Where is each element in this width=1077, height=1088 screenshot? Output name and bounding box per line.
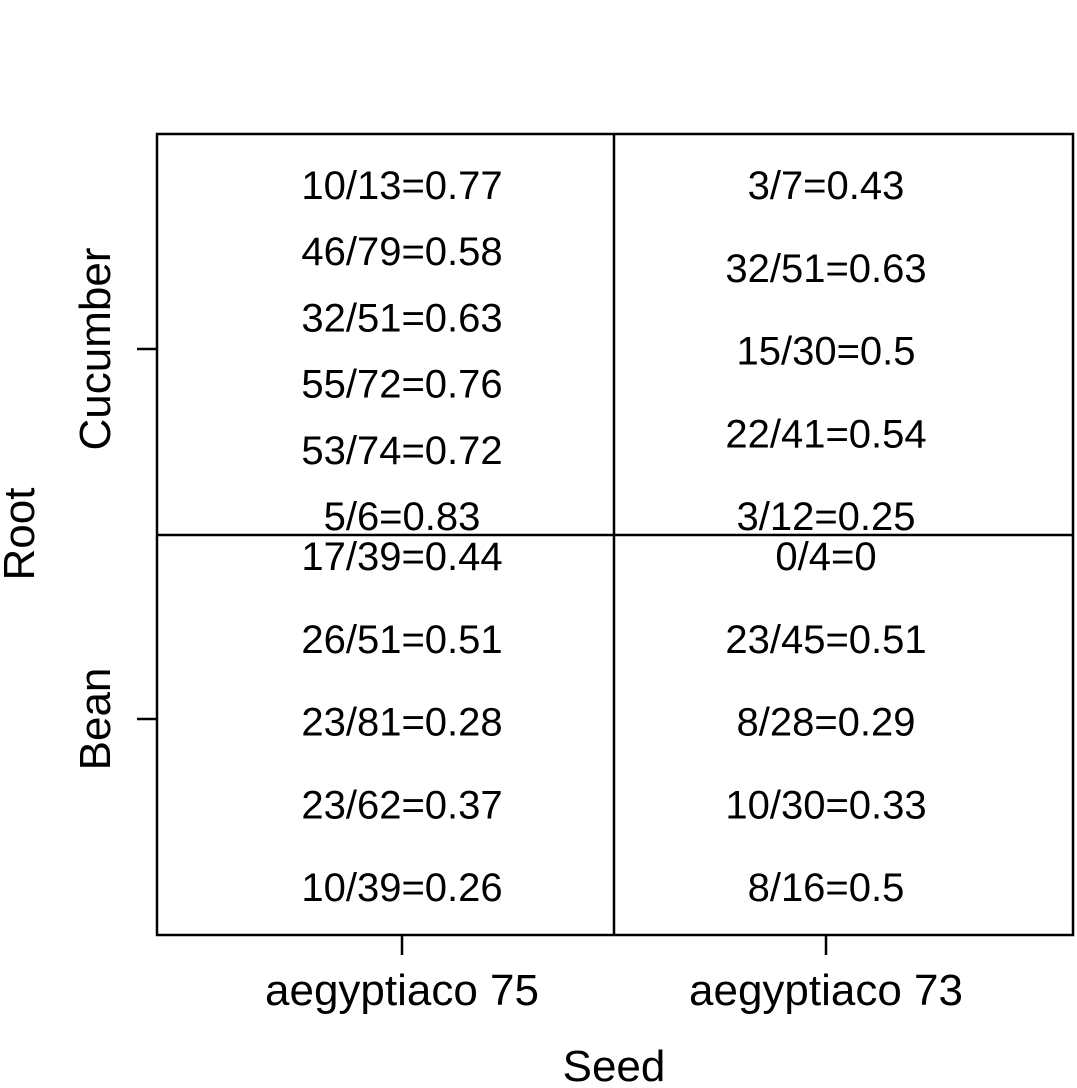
cell-entry-label: 5/6=0.83 <box>324 495 481 539</box>
cell-entry-label: 10/39=0.26 <box>301 866 502 910</box>
cell-entry-label: 26/51=0.51 <box>301 618 502 662</box>
cell-entry-label: 3/7=0.43 <box>748 164 905 208</box>
cell-entry-label: 8/28=0.29 <box>736 701 915 745</box>
cell-entry-label: 3/12=0.25 <box>736 495 915 539</box>
y-tick-label: Bean <box>71 668 120 771</box>
y-axis: Cucumber Bean Root <box>0 248 157 771</box>
cell-entry-label: 8/16=0.5 <box>748 866 905 910</box>
x-axis: aegyptiaco 75 aegyptiaco 73 Seed <box>265 935 963 1088</box>
x-tick-label: aegyptiaco 75 <box>265 966 539 1015</box>
cell-entry-label: 10/13=0.77 <box>301 164 502 208</box>
cell-entry-label: 17/39=0.44 <box>301 535 502 579</box>
cell-entry-label: 0/4=0 <box>775 535 876 579</box>
cell-entry-label: 32/51=0.63 <box>725 247 926 291</box>
cell-entry-label: 22/41=0.54 <box>725 412 926 456</box>
cell-entry-label: 55/72=0.76 <box>301 363 502 407</box>
x-axis-title: Seed <box>563 1042 666 1088</box>
cell-entry-label: 53/74=0.72 <box>301 429 502 473</box>
cell-entry-label: 10/30=0.33 <box>725 783 926 827</box>
plot-frame <box>155 132 1075 937</box>
cell-labels: 10/13=0.77 46/79=0.58 32/51=0.63 55/72=0.76… <box>301 164 926 910</box>
cell-entry-label: 46/79=0.58 <box>301 230 502 274</box>
cell-entry-label: 23/62=0.37 <box>301 783 502 827</box>
cell-entry-label: 23/45=0.51 <box>725 618 926 662</box>
y-axis-title: Root <box>0 488 44 581</box>
cell-entry-label: 23/81=0.28 <box>301 701 502 745</box>
x-tick-label: aegyptiaco 73 <box>689 966 963 1015</box>
y-tick-label: Cucumber <box>71 248 120 451</box>
cell-entry-label: 15/30=0.5 <box>736 330 915 374</box>
cell-entry-label: 32/51=0.63 <box>301 296 502 340</box>
